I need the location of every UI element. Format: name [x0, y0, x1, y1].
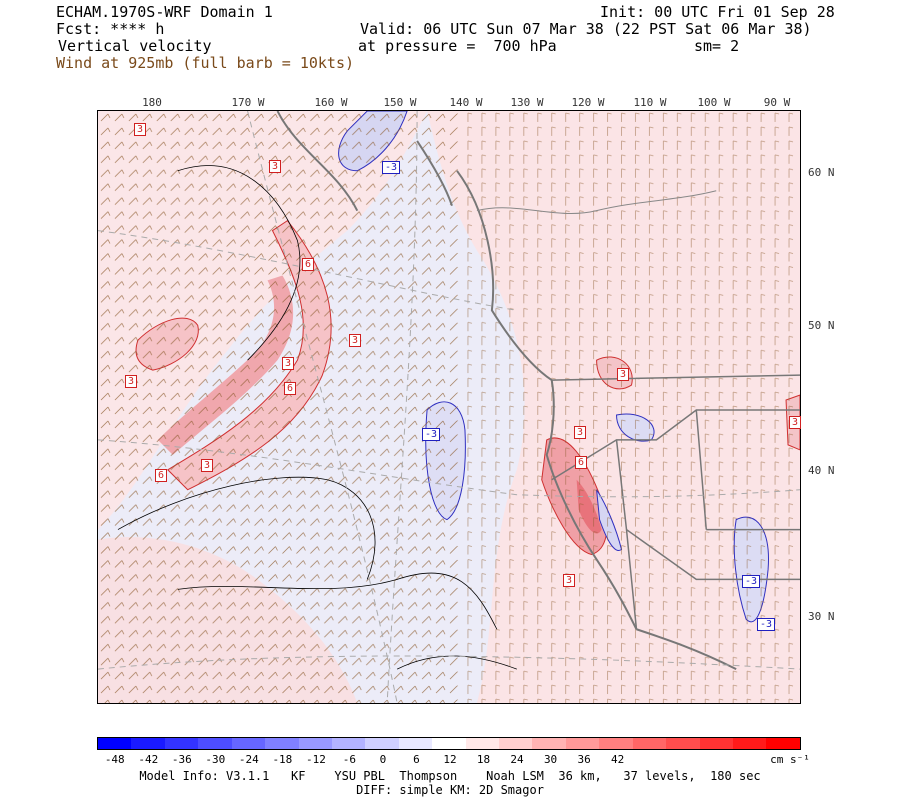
- colorbar-tick-label: 24: [510, 753, 524, 766]
- colorbar-swatch: [666, 738, 700, 749]
- lon-label: 170 W: [231, 96, 265, 109]
- colorbar-swatch: [599, 738, 633, 749]
- lat-label: 30 N: [808, 610, 835, 623]
- colorbar-swatch: [565, 738, 600, 749]
- pressure-level: at pressure = 700 hPa: [358, 37, 557, 55]
- colorbar-tick-label: 42: [610, 753, 625, 766]
- colorbar-swatch: [532, 738, 566, 749]
- lon-label: 110 W: [633, 96, 667, 109]
- lon-label: 130 W: [510, 96, 544, 109]
- colorbar-swatch: [164, 738, 199, 749]
- colorbar: [97, 737, 801, 750]
- lat-label: 60 N: [808, 166, 835, 179]
- colorbar-tick-label: -36: [171, 753, 192, 766]
- lon-label: 150 W: [383, 96, 417, 109]
- colorbar-swatch: [331, 738, 366, 749]
- colorbar-tick-label: -30: [205, 753, 226, 766]
- colorbar-swatch: [298, 738, 332, 749]
- colorbar-tick-label: 18: [476, 753, 491, 766]
- colorbar-swatch: [131, 738, 165, 749]
- model-domain-title: ECHAM.1970S-WRF Domain 1: [56, 3, 273, 21]
- colorbar-swatch: [632, 738, 667, 749]
- colorbar-tick-label: -42: [138, 753, 159, 766]
- colorbar-swatch: [432, 738, 466, 749]
- smoothing-value: sm= 2: [694, 37, 740, 55]
- valid-time: Valid: 06 UTC Sun 07 Mar 38 (22 PST Sat …: [360, 20, 812, 38]
- colorbar-tick-label: -48: [104, 753, 125, 766]
- lat-label: 40 N: [808, 464, 835, 477]
- colorbar-swatch: [733, 738, 767, 749]
- colorbar-swatch: [365, 738, 399, 749]
- colorbar-swatch: [766, 738, 800, 749]
- lon-label: 140 W: [449, 96, 483, 109]
- colorbar-tick-label: 6: [413, 753, 420, 766]
- wind-description: Wind at 925mb (full barb = 10kts): [56, 54, 355, 72]
- colorbar-swatch: [465, 738, 500, 749]
- colorbar-units: cm s⁻¹: [770, 753, 810, 766]
- lon-label: 180: [142, 96, 162, 109]
- colorbar-tick-label: 0: [379, 753, 387, 766]
- diff-info: DIFF: simple KM: 2D Smagor: [356, 783, 544, 797]
- colorbar-swatch: [265, 738, 299, 749]
- colorbar-tick-label: 12: [443, 753, 457, 766]
- colorbar-swatch: [398, 738, 433, 749]
- lon-label: 120 W: [571, 96, 605, 109]
- colorbar-tick-label: 30: [543, 753, 558, 766]
- colorbar-tick-label: 36: [577, 753, 591, 766]
- colorbar-tick-label: -24: [238, 753, 259, 766]
- lon-label: 160 W: [314, 96, 348, 109]
- init-time: Init: 00 UTC Fri 01 Sep 28: [600, 3, 835, 21]
- lat-label: 50 N: [808, 319, 835, 332]
- colorbar-swatch: [499, 738, 533, 749]
- forecast-hour: Fcst: **** h: [56, 20, 165, 38]
- colorbar-tick-label: -18: [272, 753, 293, 766]
- colorbar-tick-label: -12: [305, 753, 326, 766]
- colorbar-swatch: [198, 738, 232, 749]
- colorbar-swatch: [98, 738, 132, 749]
- lon-label: 90 W: [763, 96, 791, 109]
- model-info: Model Info: V3.1.1 KF YSU PBL Thompson N…: [139, 769, 761, 783]
- field-name: Vertical velocity: [58, 37, 212, 55]
- colorbar-swatch: [699, 738, 734, 749]
- vertical-velocity-map: [97, 110, 801, 704]
- lon-label: 100 W: [697, 96, 731, 109]
- colorbar-tick-label: -6: [342, 753, 357, 766]
- colorbar-swatch: [231, 738, 266, 749]
